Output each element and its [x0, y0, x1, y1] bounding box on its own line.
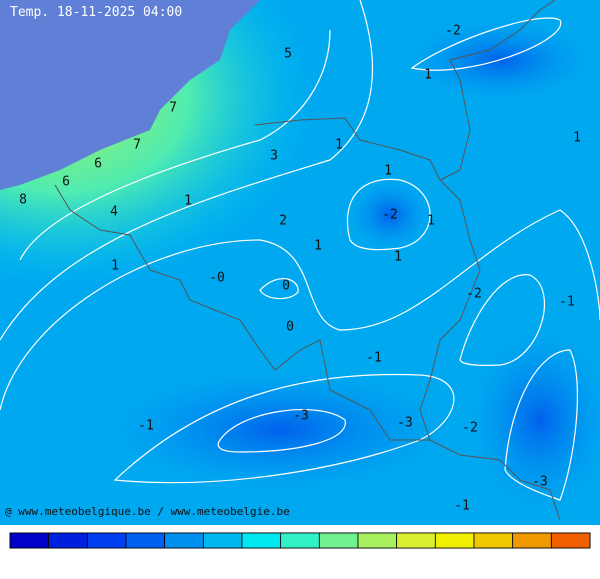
cold-area: [350, 180, 430, 250]
contour-label: 5: [284, 47, 292, 62]
cold-area: [110, 370, 450, 490]
isotherms: [0, 0, 600, 501]
contour-label: -3: [397, 416, 413, 431]
contour-label: 1: [111, 259, 119, 274]
colorbar-segment: [280, 532, 320, 549]
contour-label: 6: [62, 175, 70, 190]
contour-label: 1: [394, 250, 402, 265]
contour-label: 1: [314, 239, 322, 254]
colorbar-segment: [9, 532, 50, 549]
contour-label: -1: [559, 295, 575, 310]
contour-label: 1: [335, 138, 343, 153]
colorbar-segment: [434, 532, 475, 549]
colorbar-segment: [125, 532, 166, 549]
colorbar-segment: [164, 532, 204, 549]
colorbar-segment: [318, 532, 359, 549]
contour-label: -2: [382, 208, 398, 223]
contour-label: -0: [209, 271, 225, 286]
contour-label: -1: [366, 351, 382, 366]
contour-label: 7: [169, 101, 177, 116]
map-title: Temp. 18-11-2025 04:00: [10, 5, 182, 20]
colorbar-segment: [48, 532, 88, 549]
contour-label: -1: [138, 419, 154, 434]
contour-label: 1: [384, 164, 392, 179]
credit: @ www.meteobelgique.be / www.meteobelgie…: [5, 505, 290, 518]
contour-label: 1: [424, 68, 432, 83]
contour-label: 1: [184, 194, 192, 209]
contour-label: 4: [110, 205, 118, 220]
contour-label: -3: [293, 409, 309, 424]
contour-label: -3: [532, 475, 548, 490]
contour-label: 2: [279, 214, 287, 229]
colorbar-segment: [396, 532, 436, 549]
colorbar-segment: [241, 532, 282, 549]
colorbar-segment: [550, 532, 591, 549]
borders: [54, 0, 561, 521]
contour-label: 6: [94, 157, 102, 172]
contour-label: -2: [462, 421, 478, 436]
cold-area: [470, 330, 600, 510]
contour-label: 0: [282, 279, 290, 294]
colorbar-segment: [512, 532, 552, 549]
sea: [0, 0, 260, 190]
contour-label: 0: [286, 320, 294, 335]
contour-label: -2: [466, 287, 482, 302]
contour-label: 3: [270, 149, 278, 164]
contour-label: -2: [445, 24, 461, 39]
contour-label: 1: [573, 131, 581, 146]
colorbar-segment: [357, 532, 398, 549]
contour-label: 1: [427, 214, 435, 229]
contour-label: 8: [19, 193, 27, 208]
colorbar-segment: [86, 532, 127, 549]
colorbar-segment: [202, 532, 243, 549]
colorbar-segment: [473, 532, 514, 549]
contour-label: 7: [133, 138, 141, 153]
contour-label: -1: [454, 499, 470, 514]
